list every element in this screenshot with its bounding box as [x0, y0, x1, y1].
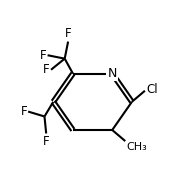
Text: F: F	[43, 135, 50, 148]
Text: N: N	[108, 67, 117, 80]
Text: Cl: Cl	[146, 83, 158, 96]
Text: F: F	[21, 105, 27, 118]
Text: F: F	[65, 27, 71, 40]
Text: CH₃: CH₃	[126, 142, 147, 152]
Text: F: F	[40, 49, 46, 62]
Text: F: F	[43, 63, 50, 76]
